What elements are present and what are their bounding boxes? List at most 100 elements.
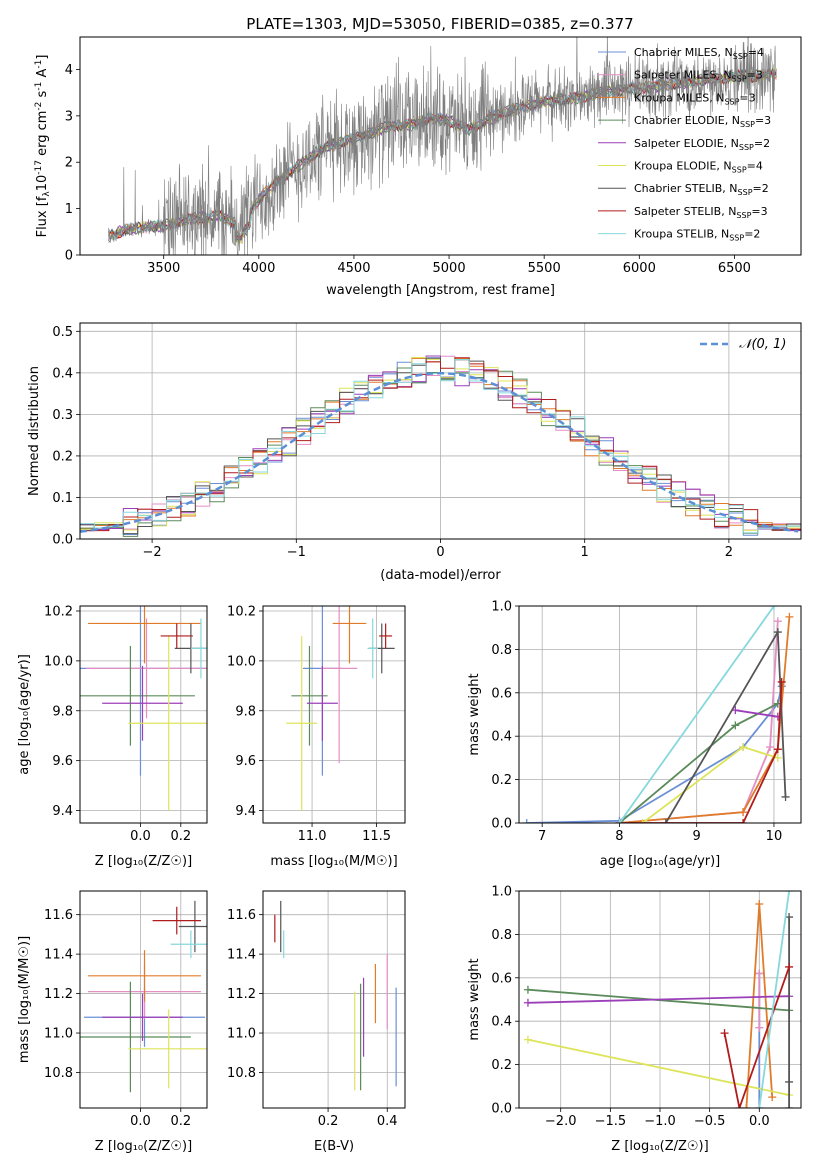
- y-tick-label: 1.0: [491, 600, 512, 615]
- mass-weight-marker: [739, 819, 748, 823]
- y-tick-label: 10.8: [227, 1066, 256, 1081]
- mass-weight-marker: [755, 900, 764, 909]
- mass-weight-marker: [773, 617, 782, 626]
- axes-frame: [262, 605, 406, 824]
- mass-weight-marker: [785, 1077, 794, 1086]
- age_vs_Z-panel: 9.4 9.6 9.8 10.0 10.2 0.0 0.2 Z [log₁₀(Z/Z☉)] ag…: [17, 604, 208, 869]
- axes-frame: [79, 36, 802, 256]
- age_vs_Z-plot-area: [80, 606, 207, 811]
- mass-weight-marker: [785, 1104, 794, 1108]
- legend-entry: Salpeter ELODIE, NSSP=2: [634, 137, 770, 152]
- x-tick-label: −0.5: [694, 1114, 726, 1129]
- y-tick-label: 0.2: [491, 1058, 512, 1073]
- y-tick-label: 0.5: [52, 325, 73, 340]
- axes-frame: [79, 605, 208, 824]
- mass-weight-line: [723, 966, 790, 1108]
- legend-entry: Salpeter STELIB, NSSP=3: [634, 205, 768, 220]
- y-tick-label: 0.4: [491, 1015, 512, 1030]
- x-tick-label: 0.4: [377, 1114, 398, 1129]
- y-axis-label: Flux [fλ10-17 erg cm-2 s-1 A-1]: [34, 55, 52, 238]
- legend-entry: Kroupa ELODIE, NSSP=4: [634, 160, 763, 175]
- mass_vs_Z-panel: 10.8 11.0 11.2 11.4 11.6 0.0 0.2 Z [log₁₀(Z/Z☉)…: [17, 890, 208, 1154]
- histogram-step: [80, 359, 801, 534]
- figure-title: PLATE=1303, MJD=53050, FIBERID=0385, z=0…: [246, 15, 633, 33]
- y-axis-label: Normed distribution: [27, 366, 42, 496]
- y-tick-label: 0: [65, 249, 73, 264]
- mass-weight-line: [527, 995, 790, 1004]
- mass-weight-marker: [766, 743, 775, 752]
- mass-weight-marker: [781, 792, 790, 801]
- mass-weight-marker: [785, 612, 794, 621]
- y-tick-label: 0.6: [491, 971, 512, 986]
- x-tick-label: −1.0: [644, 1114, 676, 1129]
- age_vs_mass-panel: 9.4 9.6 9.8 10.0 10.2 11.0 11.5 mass [log₁₀(M/M…: [227, 604, 406, 869]
- y-tick-label: 9.6: [235, 754, 256, 769]
- legend-entry: 𝒩(0, 1): [739, 337, 786, 352]
- mass-weight-marker: [523, 1035, 532, 1044]
- age_vs_mass-plot-area: [286, 606, 395, 811]
- y-tick-label: 9.8: [235, 704, 256, 719]
- x-tick-label: 4000: [242, 261, 275, 276]
- y-tick-label: 9.6: [52, 754, 73, 769]
- mass-weight-marker: [755, 969, 764, 978]
- mass_vs_ebv-panel: 10.8 11.0 11.2 11.4 11.6 0.2 0.4 E(B-V): [227, 890, 406, 1154]
- x-tick-label: 4500: [337, 261, 370, 276]
- residuals-panel: 0.0 0.1 0.2 0.3 0.4 0.5 −2 −1 0 1 2 (data-model)/er…: [27, 322, 802, 583]
- x-tick-label: 0.2: [170, 829, 191, 844]
- y-tick-label: 11.4: [44, 948, 73, 963]
- x-tick-label: 0.2: [318, 1114, 339, 1129]
- x-tick-label: 10: [766, 829, 783, 844]
- mass-weight-marker: [785, 962, 794, 971]
- x-tick-label: −1: [287, 545, 306, 560]
- y-tick-label: 1.0: [491, 885, 512, 900]
- x-tick-label: 9: [693, 829, 701, 844]
- y-tick-label: 0.3: [52, 408, 73, 423]
- mass-weight-marker: [522, 819, 531, 823]
- mass-weight-marker: [777, 677, 786, 686]
- y-tick-label: 0.6: [491, 686, 512, 701]
- mass-weight-marker: [785, 891, 794, 895]
- legend-entry: Chabrier STELIB, NSSP=2: [634, 182, 769, 197]
- x-tick-label: 0: [436, 545, 444, 560]
- y-tick-label: 0.1: [52, 491, 73, 506]
- x-tick-label: 0.2: [170, 1114, 191, 1129]
- legend-entry: Salpeter MILES, NSSP=3: [634, 69, 763, 84]
- y-tick-label: 0.2: [491, 773, 512, 788]
- x-axis-label: mass [log₁₀(M/M☉)]: [270, 854, 397, 869]
- y-tick-label: 11.0: [44, 1027, 73, 1042]
- y-axis-label: mass weight: [467, 958, 482, 1040]
- mass_vs_Z-plot-area: [80, 900, 207, 1093]
- mass-weight-marker: [769, 606, 778, 610]
- y-tick-label: 0.0: [491, 1102, 512, 1117]
- y-tick-label: 1: [65, 202, 73, 217]
- y-tick-label: 10.2: [227, 604, 256, 619]
- x-axis-label: Z [log₁₀(Z/Z☉)]: [611, 1139, 708, 1154]
- x-tick-label: 0.0: [749, 1114, 770, 1129]
- y-tick-label: 0.8: [491, 643, 512, 658]
- mass-weight-marker: [720, 1029, 729, 1038]
- y-tick-label: 11.6: [44, 908, 73, 923]
- x-tick-label: −2.0: [545, 1114, 577, 1129]
- mass-weight-marker: [661, 819, 670, 823]
- y-tick-label: 3: [65, 109, 73, 124]
- mass-weight-marker: [638, 819, 647, 823]
- massweight_vs_age-plot-area: [522, 606, 794, 823]
- mass-weight-line: [526, 686, 783, 823]
- x-tick-label: 3500: [147, 261, 180, 276]
- x-axis-label: Z [log₁₀(Z/Z☉)]: [95, 854, 192, 869]
- y-axis-label: mass [log₁₀(M/M☉)]: [17, 936, 32, 1063]
- y-tick-label: 4: [65, 63, 73, 78]
- y-axis-label: mass weight: [467, 673, 482, 755]
- x-tick-label: 11.5: [362, 829, 391, 844]
- mass-weight-line: [619, 681, 783, 823]
- x-axis-label: wavelength [Angstrom, rest frame]: [326, 283, 555, 298]
- axes-frame: [79, 322, 802, 540]
- mass-weight-marker: [739, 808, 748, 817]
- x-tick-label: 0.0: [130, 829, 151, 844]
- x-tick-label: 6500: [718, 261, 751, 276]
- y-tick-label: 11.2: [44, 987, 73, 1002]
- mass-weight-line: [527, 1038, 790, 1096]
- x-axis-label: E(B-V): [314, 1139, 354, 1154]
- massweight_vs_age-panel: 0.0 0.2 0.4 0.6 0.8 1.0 7 8 9 10 age [log₁₀(age/yr…: [467, 600, 802, 869]
- mass-weight-line: [618, 702, 779, 823]
